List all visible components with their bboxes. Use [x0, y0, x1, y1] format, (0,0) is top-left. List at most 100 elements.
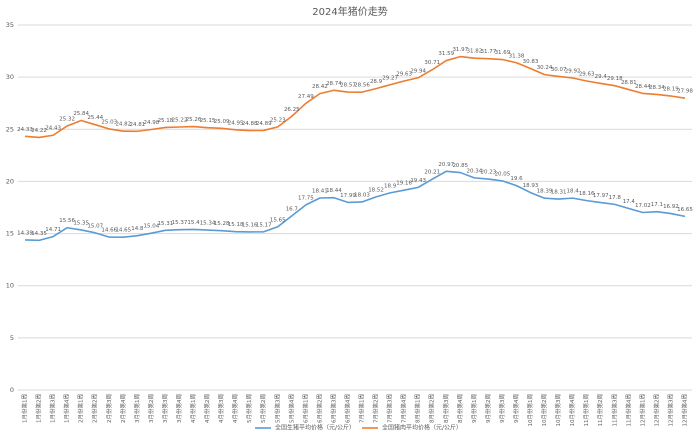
data-label: 29.63 — [396, 72, 412, 78]
data-label: 17.75 — [298, 195, 314, 201]
data-label: 20.85 — [452, 163, 468, 169]
x-tick-label: 10月份第4周 — [568, 394, 576, 427]
x-tick-label: 11月份第3周 — [610, 394, 618, 427]
data-label: 15.34 — [200, 221, 216, 227]
data-label: 14.35 — [31, 231, 47, 237]
data-label: 29.94 — [410, 68, 426, 74]
data-label: 18.39 — [537, 189, 553, 195]
data-label: 15.56 — [59, 218, 75, 224]
data-label: 31.82 — [466, 49, 482, 55]
x-tick-label: 12月份第2周 — [652, 394, 660, 427]
data-label: 31.59 — [438, 51, 454, 57]
data-label: 17.97 — [593, 193, 609, 199]
x-tick-label: 12月份第1周 — [638, 394, 646, 427]
data-label: 24.88 — [242, 121, 258, 127]
data-label: 16.65 — [677, 207, 693, 213]
data-label: 24.22 — [31, 128, 47, 134]
data-label: 14.66 — [101, 228, 117, 234]
x-tick-label: 3月份第3周 — [161, 394, 169, 423]
legend-label: 全国生猪平均价格（元/公斤） — [275, 424, 355, 432]
data-label: 17.99 — [340, 193, 356, 199]
data-label: 18.31 — [551, 190, 567, 196]
data-label: 28.9 — [370, 79, 383, 85]
data-label: 28.74 — [326, 81, 342, 87]
x-tick-label: 3月份第4周 — [175, 394, 183, 423]
data-label: 14.8 — [131, 226, 144, 232]
data-label: 15.37 — [172, 220, 188, 226]
data-label: 28.57 — [340, 83, 356, 89]
data-label: 20.21 — [424, 170, 440, 176]
data-label: 25.32 — [59, 116, 75, 122]
data-label: 25.26 — [186, 117, 202, 123]
x-tick-label: 6月份第4周 — [343, 394, 351, 423]
y-tick-label: 25 — [6, 125, 14, 133]
x-tick-label: 7月份第4周 — [400, 394, 408, 423]
x-tick-label: 1月份第1周 — [21, 394, 29, 423]
data-label: 17.02 — [635, 203, 651, 209]
data-label: 30.24 — [537, 65, 553, 71]
data-label: 14.71 — [45, 227, 61, 233]
data-label: 15.65 — [270, 217, 286, 223]
x-tick-label: 4月份第2周 — [203, 394, 211, 423]
x-tick-label: 8月份第1周 — [414, 394, 422, 423]
x-tick-label: 12月份第3周 — [666, 394, 674, 427]
x-tick-label: 9月份第1周 — [470, 394, 478, 423]
data-label: 25.84 — [73, 111, 89, 117]
x-tick-label: 11月份第4周 — [624, 394, 632, 427]
data-label: 26.25 — [284, 107, 300, 113]
data-label: 14.39 — [17, 230, 33, 236]
x-tick-label: 9月份第4周 — [512, 394, 520, 423]
x-tick-label: 6月份第3周 — [329, 394, 337, 423]
x-tick-label: 6月份第2周 — [315, 394, 323, 423]
data-label: 25.18 — [158, 118, 174, 124]
data-label: 30.83 — [523, 59, 539, 65]
x-tick-label: 9月份第2周 — [484, 394, 492, 423]
data-label: 25.44 — [87, 115, 103, 121]
data-label: 17.8 — [609, 195, 622, 201]
data-label: 27.98 — [677, 89, 693, 95]
data-label: 24.82 — [115, 122, 131, 128]
x-tick-label: 3月份第1周 — [133, 394, 141, 423]
x-tick-label: 4月份第3周 — [217, 394, 225, 423]
data-label: 31.97 — [452, 47, 468, 53]
data-label: 20.34 — [466, 168, 482, 174]
y-tick-label: 15 — [6, 230, 14, 238]
y-tick-label: 20 — [6, 177, 14, 185]
data-label: 15.4 — [187, 220, 200, 226]
y-tick-label: 35 — [6, 21, 14, 29]
data-label: 28.44 — [635, 84, 651, 90]
data-label: 29.4 — [595, 74, 608, 80]
x-tick-label: 2月份第4周 — [119, 394, 127, 423]
x-tick-label: 2月份第3周 — [105, 394, 113, 423]
data-label: 15.18 — [228, 222, 244, 228]
data-label: 15.35 — [73, 220, 89, 226]
data-label: 25.03 — [101, 119, 117, 125]
x-tick-label: 1月份第3周 — [49, 394, 57, 423]
x-tick-label: 8月份第2周 — [428, 394, 436, 423]
x-tick-label: 7月份第1周 — [358, 394, 366, 423]
data-label: 18.41 — [312, 189, 328, 195]
x-tick-label: 7月份第3周 — [386, 394, 394, 423]
x-tick-label: 7月份第2周 — [372, 394, 380, 423]
data-label: 19.6 — [510, 176, 523, 182]
x-tick-label: 5月份第3周 — [273, 394, 281, 423]
x-tick-label: 10月份第1周 — [526, 394, 534, 427]
data-label: 17.4 — [623, 199, 636, 205]
data-label: 24.95 — [228, 120, 244, 126]
data-label: 17.1 — [651, 202, 663, 208]
data-label: 28.34 — [649, 85, 665, 91]
data-label: 15.07 — [87, 223, 103, 229]
data-label: 18.16 — [579, 191, 595, 197]
x-tick-label: 12月份第4周 — [680, 394, 688, 427]
data-label: 18.9 — [384, 183, 397, 189]
legend-label: 全国猪肉平均价格（元/公斤） — [382, 424, 462, 432]
data-label: 25.23 — [270, 117, 286, 123]
data-label: 31.69 — [495, 50, 511, 56]
data-label: 18.52 — [368, 187, 384, 193]
x-tick-label: 10月份第3周 — [554, 394, 562, 427]
data-label: 29.27 — [382, 75, 398, 81]
data-label: 18.4 — [567, 189, 580, 195]
data-label: 25.15 — [200, 118, 216, 124]
data-label: 28.42 — [312, 84, 328, 90]
